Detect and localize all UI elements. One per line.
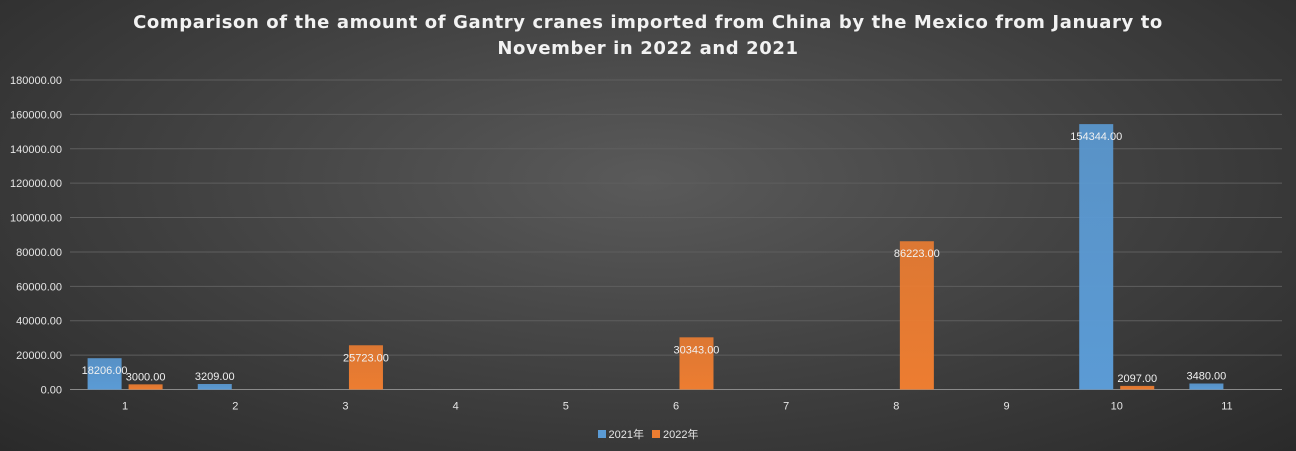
y-tick-label: 40000.00 <box>16 316 62 328</box>
legend-swatch-2022 <box>652 430 660 438</box>
y-tick-label: 100000.00 <box>10 213 62 225</box>
bar-series-1-cat-11 <box>1189 383 1224 390</box>
data-label-series-2-cat-6: 30343.00 <box>674 344 720 356</box>
x-tick-label: 3 <box>342 401 348 413</box>
data-label-series-1-cat-10: 154344.00 <box>1070 131 1122 143</box>
legend-label-2022: 2022年 <box>663 429 699 441</box>
chart-title-line-2: November in 2022 and 2021 <box>497 38 799 59</box>
y-tick-label: 160000.00 <box>10 109 62 121</box>
data-label-series-2-cat-3: 25723.00 <box>343 352 389 364</box>
legend-swatch-2021 <box>597 430 606 438</box>
x-tick-label: 6 <box>673 401 679 413</box>
x-tick-label: 1 <box>122 401 128 413</box>
x-tick-label: 7 <box>783 401 789 413</box>
bar-series-2-cat-8 <box>899 241 934 390</box>
chart-title-line-1: Comparison of the amount of Gantry crane… <box>133 12 1163 33</box>
x-tick-label: 8 <box>893 401 899 413</box>
x-tick-label: 2 <box>232 401 238 413</box>
x-tick-label: 5 <box>563 401 569 413</box>
data-label-series-1-cat-1: 18206.00 <box>82 365 128 377</box>
y-tick-label: 140000.00 <box>10 144 62 156</box>
y-tick-label: 20000.00 <box>16 350 62 362</box>
bar-series-2-cat-1 <box>128 384 163 390</box>
y-tick-label: 120000.00 <box>10 178 62 190</box>
y-tick-label: 80000.00 <box>16 247 62 259</box>
y-tick-label: 60000.00 <box>16 281 62 293</box>
bar-series-2-cat-10 <box>1120 385 1155 390</box>
x-tick-label: 10 <box>1111 401 1123 413</box>
data-label-series-1-cat-11: 3480.00 <box>1187 371 1227 383</box>
data-label-series-2-cat-10: 2097.00 <box>1117 373 1157 385</box>
data-label-series-2-cat-1: 3000.00 <box>126 371 166 383</box>
data-label-series-2-cat-8: 86223.00 <box>894 248 940 260</box>
legend-item-2022[interactable]: 2022年 <box>652 426 698 442</box>
bar-series-1-cat-1 <box>87 358 122 390</box>
y-tick-label: 0.00 <box>41 385 62 397</box>
bar-series-1-cat-10 <box>1079 124 1114 390</box>
bar-series-2-cat-3 <box>348 345 383 390</box>
y-tick-label: 180000.00 <box>10 75 62 87</box>
bar-series-2-cat-6 <box>679 337 714 390</box>
legend: 2021年 2022年 <box>0 426 1296 442</box>
data-label-series-1-cat-2: 3209.00 <box>195 371 235 383</box>
legend-item-2021[interactable]: 2021年 <box>597 426 644 442</box>
bar-series-1-cat-2 <box>197 383 232 390</box>
legend-label-2021: 2021年 <box>608 429 644 441</box>
x-tick-label: 9 <box>1003 401 1009 413</box>
x-tick-label: 4 <box>453 401 459 413</box>
chart-title: Comparison of the amount of Gantry crane… <box>0 10 1296 62</box>
x-tick-label: 11 <box>1221 401 1232 413</box>
